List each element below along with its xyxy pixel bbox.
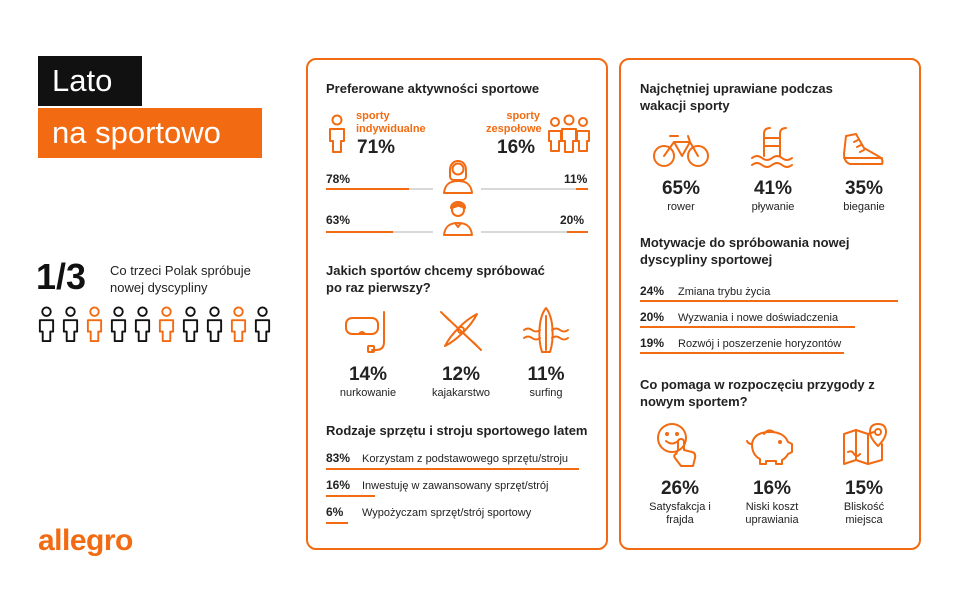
individual-label: sporty indywidualne bbox=[356, 110, 426, 135]
try-item-pct: 11% bbox=[527, 364, 565, 385]
equipment-label: Korzystam z podstawowego sprzętu/stroju bbox=[362, 453, 569, 465]
person-icon bbox=[206, 306, 223, 342]
vacation-label: rower bbox=[667, 201, 695, 213]
woman-icon bbox=[443, 160, 473, 194]
fraction-value: 1/3 bbox=[36, 256, 87, 297]
bicycle-icon bbox=[653, 135, 709, 167]
try-item-label: nurkowanie bbox=[339, 387, 397, 399]
men-left-bar bbox=[326, 231, 394, 233]
motivation-label: Rozwój i poszerzenie horyzontów bbox=[678, 338, 842, 350]
men-right-track bbox=[481, 231, 588, 233]
person-icon bbox=[62, 306, 79, 342]
fraction-text: Co trzeci Polak spróbuje nowej dyscyplin… bbox=[110, 263, 251, 295]
preferred-heading: Preferowane aktywności sportowe bbox=[326, 81, 540, 96]
equipment-bar bbox=[326, 522, 348, 524]
motivation-pct: 19% bbox=[640, 336, 665, 350]
helps-label: Satysfakcja i frajda bbox=[649, 501, 711, 526]
equipment-label: Wypożyczam sprzęt/strój sportowy bbox=[362, 507, 532, 519]
surfboard-icon bbox=[523, 307, 569, 353]
motivation-bar bbox=[640, 352, 845, 354]
snorkel-mask-icon bbox=[345, 311, 385, 353]
person-icon bbox=[230, 306, 247, 342]
helps-heading: Co pomaga w rozpoczęciu przygody z nowym… bbox=[640, 377, 875, 409]
team-icon bbox=[548, 114, 590, 153]
right-panel bbox=[619, 58, 921, 550]
try-first-heading: Jakich sportów chcemy spróbować po raz p… bbox=[326, 263, 545, 295]
women-right-pct: 11% bbox=[564, 172, 588, 186]
helps-pct: 16% bbox=[752, 478, 792, 499]
piggy-bank-icon bbox=[746, 429, 793, 465]
motivation-label: Wyzwania i nowe doświadczenia bbox=[678, 312, 839, 324]
men-left-pct: 63% bbox=[326, 213, 351, 227]
try-item-pct: 12% bbox=[441, 364, 481, 385]
vacation-label: pływanie bbox=[751, 201, 795, 213]
motivation-pct: 24% bbox=[640, 284, 665, 298]
equipment-pct: 16% bbox=[326, 478, 351, 492]
vacation-pct: 41% bbox=[753, 178, 793, 199]
motivation-bar bbox=[640, 326, 855, 328]
individual-pct: 71% bbox=[357, 137, 396, 158]
title-line-2: na sportowo bbox=[38, 108, 262, 158]
try-item-label: kajakarstwo bbox=[431, 387, 491, 399]
person-icon bbox=[134, 306, 151, 342]
women-right-track bbox=[481, 188, 588, 190]
team-label: sporty zespołowe bbox=[486, 110, 542, 135]
try-item-label: surfing bbox=[529, 387, 563, 399]
equipment-pct: 83% bbox=[326, 451, 351, 465]
person-icon bbox=[254, 306, 271, 342]
running-shoe-icon bbox=[843, 133, 884, 165]
equipment-heading: Rodzaje sprzętu i stroju sportowego late… bbox=[326, 423, 588, 438]
equipment-label: Inwestuję w zawansowany sprzęt/strój bbox=[362, 480, 549, 492]
kayak-icon bbox=[440, 311, 482, 351]
person-icon bbox=[86, 306, 103, 342]
women-left-bar bbox=[326, 188, 410, 190]
equipment-bar bbox=[326, 495, 375, 497]
smiley-hand-icon bbox=[657, 423, 697, 467]
vacation-pct: 65% bbox=[661, 178, 701, 199]
equipment-bar bbox=[326, 468, 580, 470]
vacation-pct: 35% bbox=[844, 178, 884, 199]
motivation-heading: Motywacje do spróbowania nowej dyscyplin… bbox=[640, 235, 850, 267]
equipment-pct: 6% bbox=[326, 505, 344, 519]
try-item-pct: 14% bbox=[348, 364, 388, 385]
men-right-bar bbox=[566, 231, 588, 233]
pool-ladder-icon bbox=[751, 127, 793, 168]
title-line-1: Lato bbox=[38, 56, 142, 106]
helps-label: Niski koszt uprawiania bbox=[745, 501, 799, 526]
helps-pct: 26% bbox=[660, 478, 700, 499]
women-left-pct: 78% bbox=[326, 172, 351, 186]
vacation-label: bieganie bbox=[843, 201, 885, 213]
women-right-bar bbox=[576, 188, 588, 190]
men-right-pct: 20% bbox=[560, 213, 585, 227]
map-pin-icon bbox=[843, 423, 887, 465]
allegro-logo: allegro bbox=[38, 524, 133, 557]
helps-label: Bliskość miejsca bbox=[843, 501, 885, 526]
vacation-heading: Najchętniej uprawiane podczas wakacji sp… bbox=[640, 81, 833, 113]
person-icon bbox=[329, 114, 345, 153]
man-icon bbox=[443, 201, 473, 236]
team-pct: 16% bbox=[497, 137, 536, 158]
person-icon bbox=[38, 306, 55, 342]
motivation-pct: 20% bbox=[640, 310, 665, 324]
helps-pct: 15% bbox=[844, 478, 884, 499]
motivation-bar bbox=[640, 300, 898, 302]
motivation-label: Zmiana trybu życia bbox=[678, 286, 771, 298]
person-icon bbox=[110, 306, 127, 342]
person-icon bbox=[182, 306, 199, 342]
people-row bbox=[36, 306, 273, 342]
person-icon bbox=[158, 306, 175, 342]
left-panel bbox=[306, 58, 608, 550]
